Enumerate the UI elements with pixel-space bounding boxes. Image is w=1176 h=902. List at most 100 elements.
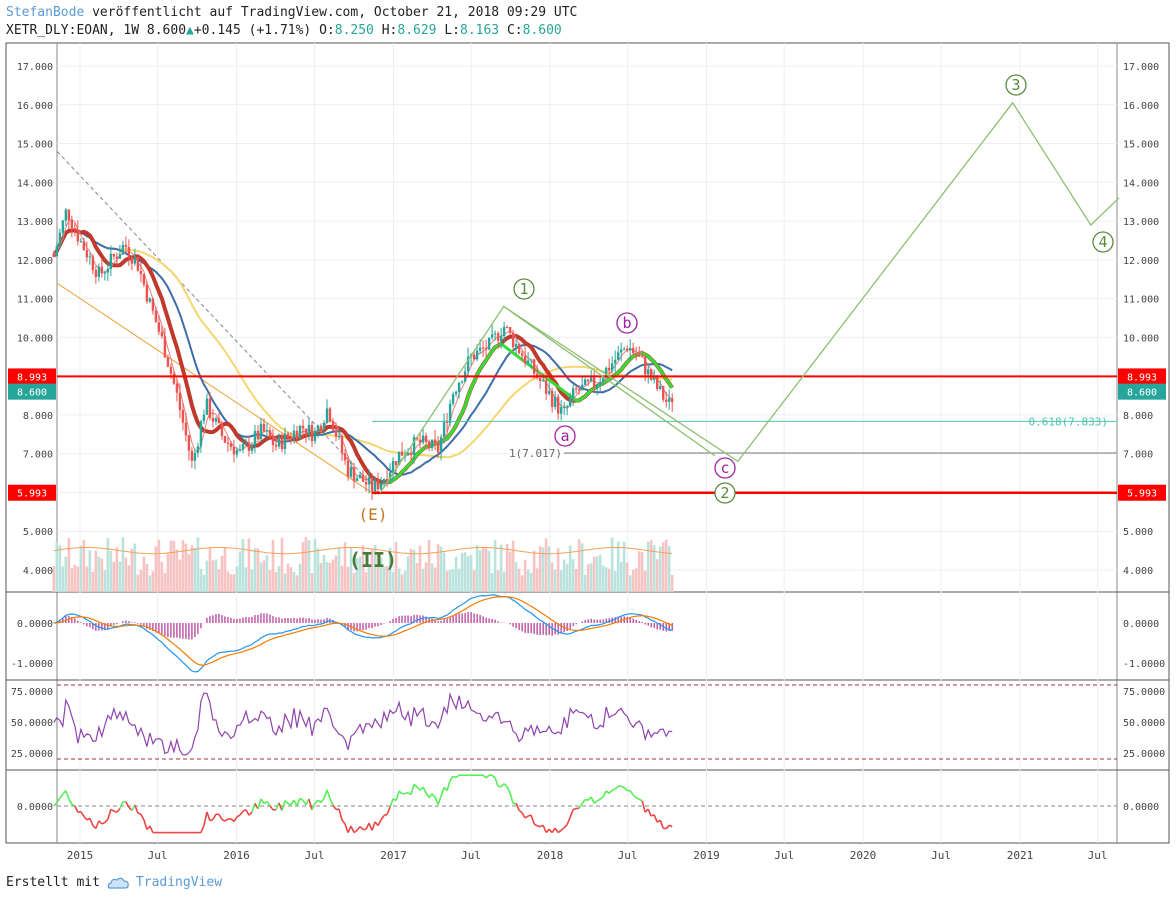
candle-body bbox=[400, 451, 404, 456]
candle-body bbox=[256, 430, 260, 439]
volume-bar bbox=[310, 573, 314, 592]
candle-body bbox=[592, 377, 596, 388]
volume-bar bbox=[202, 574, 206, 592]
osc-segment bbox=[119, 801, 124, 809]
candle-body bbox=[520, 353, 524, 356]
volume-bar bbox=[205, 560, 209, 592]
osc-segment bbox=[605, 790, 610, 794]
volume-bar bbox=[574, 568, 578, 592]
osc-segment bbox=[314, 799, 319, 804]
candle-body bbox=[496, 333, 500, 341]
candle-body bbox=[571, 388, 575, 399]
osc-segment bbox=[233, 816, 238, 822]
volume-bar bbox=[235, 566, 239, 592]
wave-label-1-circle bbox=[513, 278, 535, 300]
volume-bar bbox=[511, 540, 515, 592]
volume-bar bbox=[394, 542, 398, 592]
volume-bar bbox=[397, 568, 401, 592]
osc-segment bbox=[380, 814, 385, 821]
volume-bar bbox=[292, 571, 296, 592]
volume-bar bbox=[133, 543, 137, 592]
volume-bar bbox=[70, 568, 74, 592]
candle-body bbox=[331, 421, 335, 431]
osc-segment bbox=[308, 798, 313, 811]
volume-bar bbox=[502, 571, 506, 592]
osc-segment bbox=[239, 810, 244, 816]
volume-bar bbox=[637, 551, 641, 592]
osc-tick-right: 0.0000 bbox=[1123, 802, 1159, 813]
candle-body bbox=[88, 256, 92, 258]
osc-segment bbox=[83, 815, 88, 821]
osc-segment bbox=[383, 813, 388, 817]
osc-segment bbox=[440, 787, 445, 797]
volume-bar bbox=[625, 562, 629, 592]
volume-bar bbox=[130, 548, 134, 592]
osc-segment bbox=[224, 818, 229, 822]
volume-bar bbox=[421, 568, 425, 592]
close-value: 8.600 bbox=[522, 23, 562, 38]
osc-segment bbox=[320, 797, 325, 804]
osc-segment bbox=[566, 816, 571, 825]
rsi-tick-left: 50.0000 bbox=[11, 718, 53, 729]
volume-bar bbox=[475, 545, 479, 592]
volume-bar bbox=[388, 547, 392, 592]
osc-segment bbox=[521, 812, 526, 819]
wave-label-2-circle bbox=[714, 482, 736, 504]
volume-bar bbox=[199, 569, 203, 592]
volume-bar bbox=[289, 567, 293, 592]
candle-body bbox=[97, 266, 101, 278]
osc-segment bbox=[413, 783, 418, 788]
volume-bar bbox=[226, 571, 230, 592]
volume-bar bbox=[196, 537, 200, 592]
volume-bar bbox=[82, 539, 86, 592]
volume-bar bbox=[265, 555, 269, 592]
osc-segment bbox=[266, 801, 271, 807]
candle-body bbox=[226, 442, 230, 444]
volume-bar bbox=[211, 560, 215, 592]
candle-body bbox=[565, 406, 569, 408]
osc-segment bbox=[581, 799, 586, 805]
osc-segment bbox=[56, 797, 61, 804]
candle-body bbox=[370, 477, 374, 492]
candle-body bbox=[277, 436, 281, 447]
time-tick-label: Jul bbox=[931, 849, 951, 862]
candle-body bbox=[665, 399, 668, 402]
candle-body bbox=[508, 327, 512, 333]
volume-bar bbox=[655, 559, 659, 592]
volume-bar bbox=[556, 548, 560, 592]
volume-bar bbox=[106, 538, 110, 592]
osc-segment bbox=[248, 811, 253, 816]
candle-body bbox=[328, 408, 332, 422]
author-link[interactable]: StefanBode bbox=[6, 5, 85, 20]
candle-body bbox=[550, 391, 554, 407]
volume-bar bbox=[148, 575, 152, 592]
osc-segment bbox=[65, 790, 70, 800]
osc-segment bbox=[647, 808, 652, 817]
price-marker-right-bg bbox=[1118, 368, 1166, 385]
volume-bar bbox=[160, 561, 164, 592]
candle-body bbox=[166, 357, 170, 367]
rsi-tick-left: 75.0000 bbox=[11, 687, 53, 698]
osc-segment bbox=[578, 803, 583, 809]
volume-bar bbox=[436, 544, 440, 592]
osc-segment bbox=[143, 819, 148, 830]
osc-segment bbox=[590, 796, 595, 804]
candle-body bbox=[295, 430, 299, 439]
candle-body bbox=[487, 337, 491, 350]
volume-bar bbox=[109, 550, 113, 592]
rsi-line bbox=[53, 691, 673, 756]
volume-bar bbox=[157, 539, 161, 592]
candle-body bbox=[409, 452, 413, 455]
price-marker-right: 8.600 bbox=[1127, 388, 1157, 399]
volume-bar bbox=[583, 574, 587, 592]
tradingview-link[interactable]: TradingView bbox=[135, 875, 223, 890]
macd-tick-right: -1.0000 bbox=[1123, 659, 1165, 670]
osc-segment bbox=[530, 814, 535, 825]
osc-segment bbox=[245, 809, 250, 816]
volume-bar bbox=[283, 573, 287, 592]
osc-segment bbox=[137, 812, 142, 815]
osc-segment bbox=[80, 811, 85, 817]
osc-segment bbox=[377, 819, 382, 826]
osc-segment bbox=[452, 775, 457, 779]
